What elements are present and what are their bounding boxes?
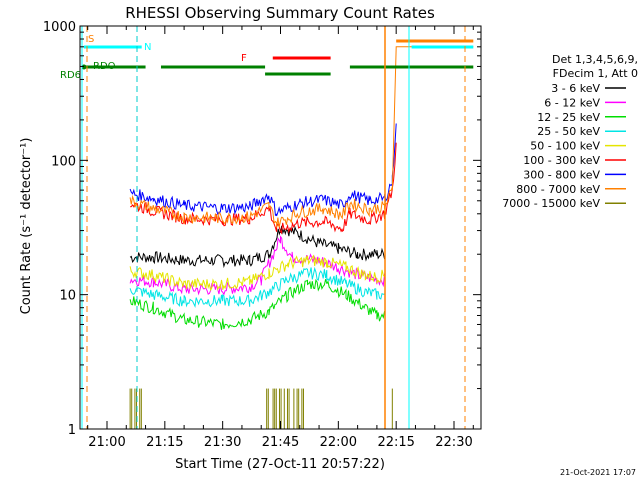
series-5 <box>130 142 397 235</box>
x-tick-label: 22:30 <box>435 435 472 450</box>
legend-entry-label: 3 - 6 keV <box>551 82 600 95</box>
legend-entry-label: 50 - 100 keV <box>530 140 600 153</box>
legend-entry-label: 100 - 300 keV <box>523 154 600 167</box>
series-3 <box>129 266 385 309</box>
legend-entry-label: 25 - 50 keV <box>537 125 600 138</box>
x-tick-label: 21:45 <box>262 435 299 450</box>
y-tick-label: 100 <box>51 154 76 169</box>
legend-entry-label: 12 - 25 keV <box>537 111 600 124</box>
y-tick-label: 10 <box>59 289 76 304</box>
axes-layer: 1 10 100 1000 21:00 21:15 21:30 21:45 22:00 22:15… <box>43 20 481 450</box>
flag-layer: S N F RDO RD6 <box>60 26 474 429</box>
legend: Det 1,3,4,5,6,9,FDecim 1, Att 0 3 - 6 keV… <box>502 53 638 210</box>
legend-header-line-2: FDecim 1, Att 0 <box>553 67 638 80</box>
plot-data-layer <box>129 46 474 429</box>
x-axis-label: Start Time (27-Oct-11 20:57:22) <box>175 457 385 472</box>
flag-label-s: S <box>88 34 94 45</box>
legend-entry-label: 6 - 12 keV <box>544 96 600 109</box>
y-axis-label: Count Rate (s⁻¹ detector⁻¹) <box>19 138 34 315</box>
flag-label-f: F <box>241 53 247 64</box>
series-4 <box>129 254 385 292</box>
x-tick-label: 22:15 <box>377 435 414 450</box>
decim-flag-dot <box>81 64 87 70</box>
series-6 <box>129 123 397 217</box>
timestamp-stamp: 21-Oct-2021 17:07 <box>560 468 636 477</box>
x-tick-label: 21:30 <box>204 435 241 450</box>
flag-label-rdo: RDO <box>93 61 116 72</box>
chart-title: RHESSI Observing Summary Count Rates <box>125 4 435 22</box>
x-tick-label: 21:15 <box>146 435 183 450</box>
y-tick-label: 1 <box>68 423 76 438</box>
y-tick-label: 1000 <box>43 20 76 35</box>
x-tick-label: 22:00 <box>320 435 357 450</box>
legend-entry-label: 7000 - 15000 keV <box>502 197 600 210</box>
plot-frame <box>79 25 482 430</box>
legend-entry-label: 800 - 7000 keV <box>516 183 600 196</box>
legend-header-line-1: Det 1,3,4,5,6,9, <box>552 53 638 66</box>
flag-label-rd6: RD6 <box>60 70 81 81</box>
series-2 <box>129 278 386 330</box>
flag-label-n: N <box>144 42 151 53</box>
legend-entry-label: 300 - 800 keV <box>523 168 600 181</box>
series-8 <box>129 388 393 429</box>
x-tick-label: 21:00 <box>88 435 125 450</box>
series-0 <box>129 225 386 269</box>
